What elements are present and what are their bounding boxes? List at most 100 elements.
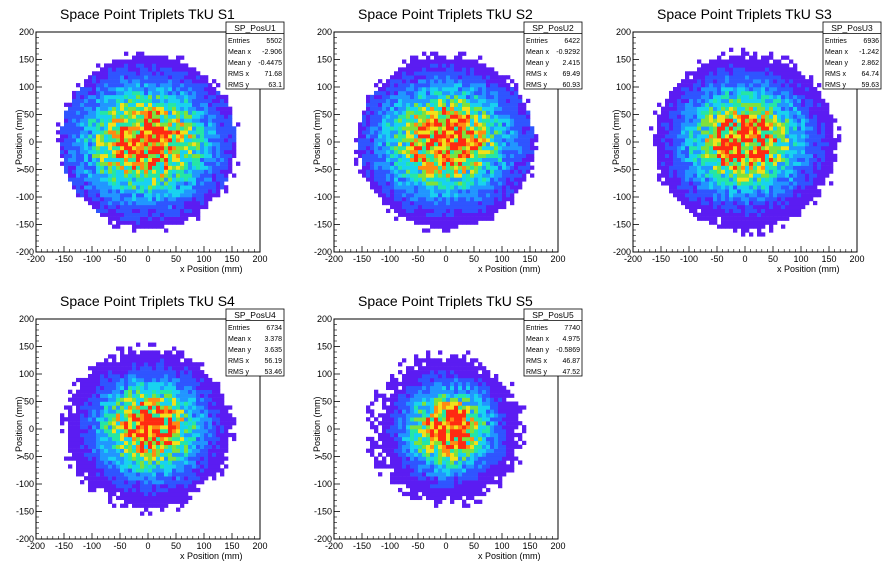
heatmap-cell: [434, 63, 439, 68]
heatmap-cell: [200, 138, 205, 143]
heatmap-cell: [84, 94, 89, 100]
heatmap-cell: [140, 98, 145, 104]
heatmap-cell: [506, 122, 511, 127]
heatmap-cell: [817, 161, 822, 166]
heatmap-cell: [172, 59, 177, 64]
heatmap-cell: [124, 165, 129, 170]
x-tick-label: -100: [680, 254, 698, 264]
heatmap-cell: [486, 165, 491, 170]
heatmap-cell: [757, 114, 762, 119]
heatmap-cell: [148, 142, 153, 147]
heatmap-cell: [148, 169, 153, 174]
heatmap-cell: [502, 161, 507, 166]
heatmap-cell: [669, 90, 674, 96]
heatmap-cell: [358, 145, 363, 151]
heatmap-cell: [140, 83, 145, 88]
heatmap-cell: [506, 169, 511, 174]
heatmap-cell: [725, 208, 730, 214]
heatmap-cell: [458, 59, 463, 64]
heatmap-cell: [797, 102, 802, 107]
heatmap-cell: [124, 208, 129, 214]
heatmap-cell: [729, 138, 734, 143]
heatmap-cell: [188, 177, 193, 182]
heatmap-cell: [701, 212, 706, 217]
heatmap-cell: [104, 204, 109, 210]
heatmap-cell: [426, 165, 431, 170]
heatmap-cell: [418, 200, 423, 206]
heatmap-cell: [212, 102, 217, 107]
heatmap-cell: [442, 145, 447, 151]
heatmap-cell: [160, 63, 165, 68]
heatmap-cell: [426, 193, 431, 198]
heatmap-cell: [434, 157, 439, 162]
heatmap-cell: [112, 118, 117, 123]
heatmap-cell: [741, 63, 746, 68]
heatmap-cell: [406, 149, 411, 155]
heatmap-cell: [522, 110, 527, 115]
heatmap-cell: [685, 98, 690, 104]
heatmap-cell: [518, 110, 523, 115]
heatmap-cell: [188, 118, 193, 123]
heatmap-cell: [434, 98, 439, 104]
heatmap-cell: [84, 165, 89, 170]
heatmap-cell: [414, 122, 419, 127]
heatmap-cell: [426, 138, 431, 143]
heatmap-cell: [474, 94, 479, 100]
heatmap-cell: [100, 67, 105, 72]
heatmap-cell: [386, 165, 391, 170]
heatmap-cell: [506, 94, 511, 100]
heatmap-cell: [478, 130, 483, 135]
heatmap-cell: [470, 157, 475, 162]
heatmap-cell: [458, 200, 463, 206]
heatmap-cell: [422, 110, 427, 115]
heatmap-cell: [104, 165, 109, 170]
heatmap-cell: [729, 181, 734, 186]
heatmap-cell: [530, 142, 535, 147]
heatmap-cell: [769, 189, 774, 194]
heatmap-cell: [212, 126, 217, 131]
heatmap-cell: [753, 75, 758, 80]
heatmap-cell: [506, 157, 511, 162]
heatmap-cell: [426, 208, 431, 214]
heatmap-cell: [729, 224, 734, 229]
heatmap-cell: [478, 177, 483, 182]
heatmap-cell: [793, 134, 798, 139]
heatmap-cell: [482, 79, 487, 84]
heatmap-cell: [168, 212, 173, 217]
heatmap-cell: [753, 189, 758, 194]
heatmap-cell: [693, 208, 698, 214]
heatmap-cell: [673, 106, 678, 111]
heatmap-cell: [132, 157, 137, 162]
heatmap-cell: [426, 59, 431, 64]
heatmap-cell: [506, 173, 511, 178]
heatmap-cell: [410, 157, 415, 162]
x-tick-label: 0: [145, 254, 150, 264]
heatmap-cell: [156, 149, 161, 155]
heatmap-cell: [745, 98, 750, 104]
heatmap-cell: [92, 79, 97, 84]
heatmap-cell: [160, 165, 165, 170]
heatmap-cell: [721, 102, 726, 107]
heatmap-cell: [813, 149, 818, 155]
heatmap-cell: [164, 197, 169, 202]
heatmap-cell: [741, 126, 746, 131]
heatmap-cell: [717, 161, 722, 166]
heatmap-cell: [669, 106, 674, 111]
heatmap-cell: [414, 63, 419, 68]
heatmap-cell: [434, 59, 439, 64]
heatmap-cell: [681, 87, 686, 92]
heatmap-cell: [753, 153, 758, 159]
heatmap-cell: [212, 118, 217, 123]
heatmap-cell: [737, 55, 742, 60]
heatmap-cell: [398, 193, 403, 198]
heatmap-cell: [809, 90, 814, 96]
heatmap-cell: [88, 145, 93, 151]
heatmap-cell: [498, 189, 503, 194]
heatmap-cell: [522, 130, 527, 135]
heatmap-cell: [681, 181, 686, 186]
heatmap-cell: [76, 157, 81, 162]
heatmap-cell: [689, 94, 694, 100]
heatmap-cell: [394, 79, 399, 84]
heatmap-cell: [749, 185, 754, 190]
heatmap-cell: [168, 134, 173, 139]
